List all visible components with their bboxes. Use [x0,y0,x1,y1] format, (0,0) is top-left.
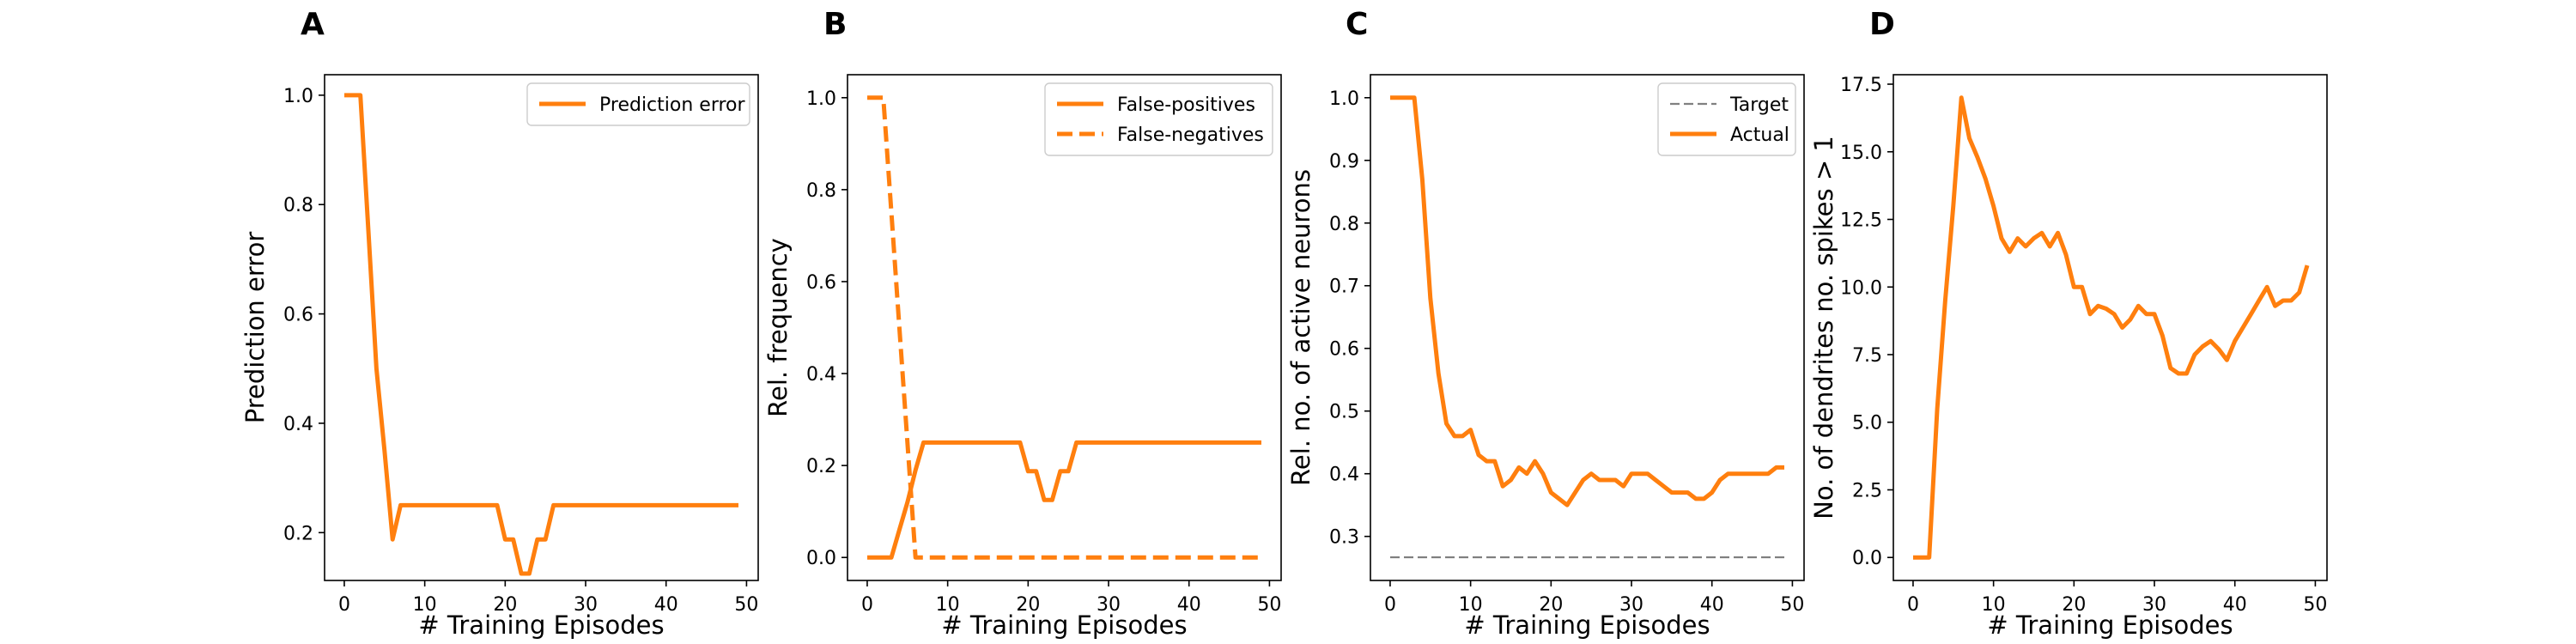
x-tick-label: 10 [1459,594,1483,616]
series-line-actual [1390,95,1784,507]
panel-label: B [823,7,847,42]
axes-frame [324,74,759,581]
legend-entry: Target [1729,94,1789,116]
series-line-0 [1913,95,2310,560]
y-tick-label: 0.6 [1329,339,1359,361]
panel-label: C [1346,7,1368,42]
x-tick-label: 40 [654,594,678,616]
y-axis-label: Rel. frequency [763,238,793,417]
x-tick-label: 30 [1619,594,1643,616]
y-tick-label: 0.8 [283,195,313,216]
y-tick-label: 0.8 [806,180,836,202]
y-tick-label: 12.5 [1840,210,1882,232]
y-tick-label: 17.5 [1840,75,1882,96]
panel-C: C 0 10 20 30 40 50 0.3 0.4 0.5 0.6 0.7 0.8 0.9 1.0 # Tr… [1286,7,1805,640]
x-tick-label: 50 [1780,594,1804,616]
x-tick-label: 50 [2303,594,2327,616]
legend-entry: False-negatives [1117,125,1264,146]
panel-D: D 0 10 20 30 40 50 0.0 2.5 5.0 7.5 10.0 12.5 15.0 17.5… [1809,7,2328,640]
series-line-prediction-error [344,93,738,576]
x-tick-label: 40 [1177,594,1201,616]
y-tick-label: 0.0 [1852,548,1882,569]
series-line-false-positives [867,440,1261,560]
legend-entry: Actual [1730,125,1789,146]
legend-box [526,82,750,126]
panel-A: A 0 10 20 30 40 50 0.2 0.4 0.6 0.8 1.0 # Training Ep… [240,7,759,640]
y-axis-label: Rel. no. of active neurons [1286,169,1315,486]
x-tick-label: 0 [338,594,350,616]
x-tick-label: 30 [1097,594,1121,616]
series-line-false-negatives [867,95,1261,560]
y-tick-label: 0.2 [283,523,313,544]
legend: Target Actual [1657,82,1796,156]
y-tick-label: 7.5 [1852,345,1882,367]
x-tick-label: 30 [574,594,598,616]
panel-label: D [1869,7,1895,42]
axes-frame [1893,74,2328,581]
x-tick-label: 10 [1982,594,2006,616]
y-axis-label: Prediction error [240,232,270,424]
x-tick-label: 40 [1700,594,1724,616]
y-tick-label: 0.9 [1329,151,1359,173]
x-axis-label: # Training Episodes [941,611,1187,640]
y-tick-label: 0.8 [1329,214,1359,235]
y-tick-label: 0.4 [283,414,313,435]
x-tick-label: 20 [1016,594,1040,616]
panel-label: A [301,7,325,42]
legend: Prediction error [526,82,750,126]
y-tick-label: 15.0 [1840,143,1882,164]
x-tick-label: 20 [2062,594,2086,616]
y-tick-label: 1.0 [1329,88,1359,110]
y-tick-label: 0.6 [283,305,313,326]
x-tick-label: 50 [734,594,758,616]
x-tick-label: 20 [493,594,517,616]
y-tick-label: 0.4 [806,364,836,386]
x-tick-label: 40 [2223,594,2247,616]
x-tick-label: 0 [861,594,873,616]
x-tick-label: 20 [1539,594,1563,616]
axes-frame [1370,74,1805,581]
y-tick-label: 0.3 [1329,527,1359,549]
legend-box [1657,82,1796,156]
y-tick-label: 0.0 [806,548,836,569]
y-tick-label: 10.0 [1840,277,1882,299]
y-tick-label: 5.0 [1852,413,1882,434]
legend-entry: False-positives [1117,94,1255,116]
y-axis-label: No. of dendrites no. spikes > 1 [1809,136,1838,519]
legend-entry: Prediction error [599,94,745,116]
x-axis-label: # Training Episodes [418,611,664,640]
legend-box [1044,82,1273,156]
axes-frame [847,74,1282,581]
x-axis-label: # Training Episodes [1464,611,1710,640]
y-tick-label: 0.4 [1329,465,1359,486]
y-tick-label: 0.6 [806,272,836,294]
x-tick-label: 10 [936,594,960,616]
panel-B: B 0 10 20 30 40 50 0.0 0.2 0.4 0.6 0.8 1.0 # Training… [763,7,1282,640]
x-axis-label: # Training Episodes [1987,611,2233,640]
y-tick-label: 0.2 [806,456,836,477]
x-tick-label: 30 [2142,594,2166,616]
x-tick-label: 0 [1384,594,1396,616]
y-tick-label: 2.5 [1852,480,1882,501]
y-tick-label: 1.0 [283,86,313,107]
y-tick-label: 0.5 [1329,402,1359,423]
x-tick-label: 10 [413,594,437,616]
y-tick-label: 0.7 [1329,276,1359,298]
x-tick-label: 0 [1907,594,1919,616]
x-tick-label: 50 [1257,594,1281,616]
y-tick-label: 1.0 [806,88,836,110]
legend: False-positives False-negatives [1044,82,1273,156]
